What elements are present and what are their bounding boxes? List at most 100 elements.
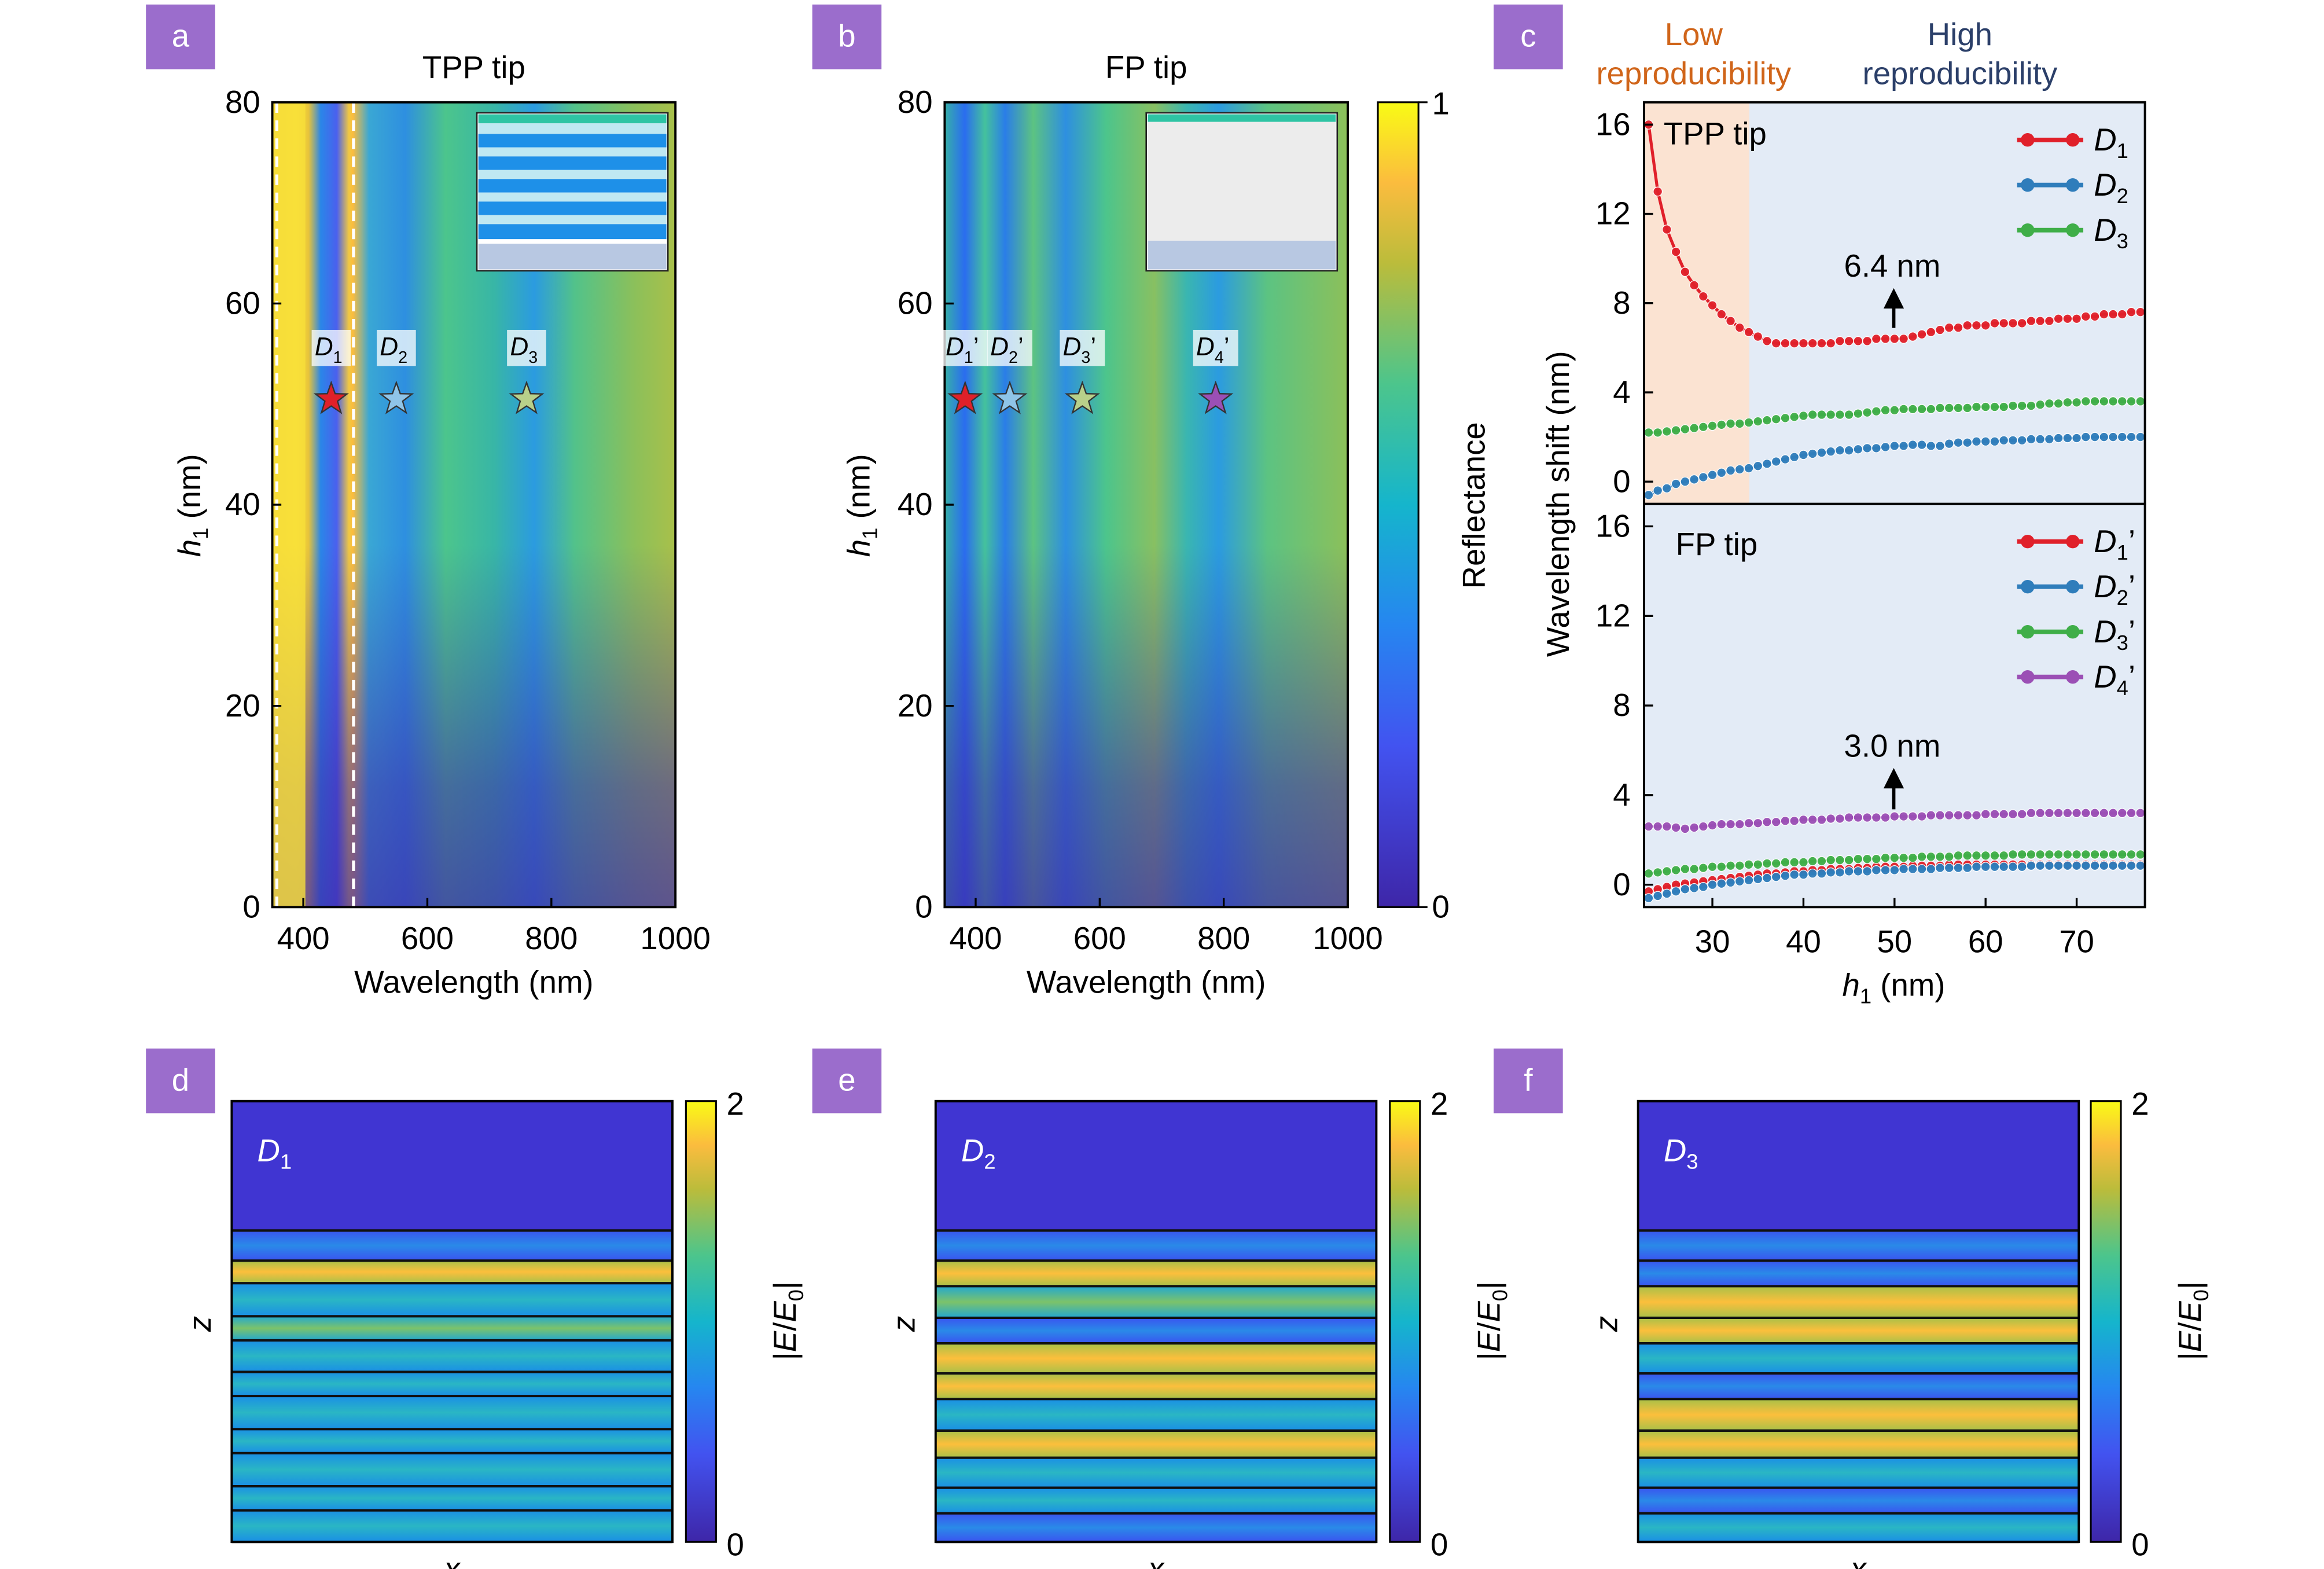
panel-c-top-point [1926,404,1936,414]
panel-c-bottom-point [1899,811,1909,822]
panel-a-axes: 400 600 800 1000 0 20 40 60 80 [225,84,711,956]
panel-f-field-band [1638,1261,2079,1287]
panel-d-field-band [231,1316,672,1340]
panel-c-top-point [2135,307,2146,317]
panel-c-top-point [1680,267,1690,277]
panel-e-field-band [935,1373,1377,1399]
panel-c-top-point [1707,300,1718,311]
panel-e-colorbar-label-part: | [1472,1281,1507,1289]
badge-a: a [146,4,215,69]
panel-e-frame [934,1100,1378,1544]
panel-c-bottom-point [1671,865,1681,875]
panel-c-top-point [1661,225,1672,234]
panel-c-top-point [1972,436,1981,447]
panel-c-bottom-point [2099,861,2109,871]
panel-c-top-point [1980,320,1991,330]
panel-d-top-region [231,1101,672,1231]
panel-c-bottom-point [1707,880,1718,890]
panel-c-bottom-point [2062,849,2073,859]
panel-b-inset-fp [1145,112,1338,272]
panel-c-top-point [2044,316,2054,326]
panel-c-top-point [1653,486,1663,496]
panel-c-top-point [2053,433,2064,443]
panel-c-top-point [1990,436,2000,447]
badge-b-text: b [838,19,855,54]
panel-c-bottom-point [1980,862,1991,872]
panel-c-top-point [1944,439,1954,449]
panel-b-marker-label-bg [942,329,988,366]
panel-c-legend-label: D1 [2094,122,2128,163]
panel-b-marker-label-main: D [1196,333,1215,361]
panel-d-colorbar-label-part: E [767,1331,803,1352]
panel-c-bottom-point [1889,811,1900,822]
panel-c-bottom-point [1726,877,1736,888]
panel-c-bottom-legend: D1’D2’D3’D4’ [2017,524,2135,700]
panel-c-top-point [1953,438,1963,448]
panel-a-ylabel-sub: 1 [189,528,212,539]
panel-c-top-point [2117,432,2127,442]
panel-c-top-point [2053,314,2064,324]
panel-b-marker-label: D4’ [1196,333,1230,367]
panel-c-bottom-point [1799,857,1808,868]
panel-c-legend-label: D2 [2094,167,2128,208]
panel-c-bottom-point [1926,851,1936,862]
panel-c-bottom-point [1917,864,1927,874]
panel-f-colorbar-label: |E/E0| [2172,1281,2213,1361]
panel-c-legend-marker [2021,223,2035,237]
panel-c-top-point [1653,427,1663,438]
panel-c-bottom-point [1999,809,2009,820]
panel-c-top-point [1780,338,1790,348]
panel-c-bottom-point [1834,855,1845,865]
panel-c-bottom-point [1853,866,1863,876]
panel-c-legend-label-prime: ’ [2128,614,2135,649]
panel-c-legend-label-sub: 3 [2117,229,2128,253]
panel-d-field-band [231,1340,672,1372]
panel-c-legend-label-main: D [2094,524,2116,559]
panel-c-legend-label-sub: 2 [2117,184,2128,208]
panel-c-bottom-point [1907,853,1918,863]
panel-b-xtick-label: 800 [1197,921,1250,956]
panel-c-top-point [1944,322,1954,333]
panel-f-field-band [1638,1286,2079,1318]
panel-c-top-point [1771,457,1781,466]
panel-c-bottom-point [2072,849,2082,859]
panel-c-bottom-point [1844,866,1854,876]
panel-c-bottom-point [1907,864,1918,874]
panel-c-bottom-point [1716,819,1727,829]
panel-c-bottom-point [2053,861,2064,871]
panel-a-marker-label: D1 [315,333,343,367]
panel-e-colorbar-max: 2 [1431,1086,1448,1122]
panel-c-top-point [1917,404,1927,414]
panel-c-top-arrow [1883,288,1904,328]
panel-f-colorbar-label-part: | [2172,1281,2208,1289]
panel-b-ytick-label: 40 [898,487,933,522]
panel-c-top-point [1880,442,1891,452]
panel-c-bottom-point [1716,862,1727,872]
panel-c-bottom-arrow [1883,768,1904,810]
panel-e-field-band [935,1261,1377,1287]
panel-e-colorbar-label-part: E [1472,1331,1507,1352]
panel-c-bottom-point [1771,872,1781,882]
panel-c-top-point [2090,311,2100,322]
panel-c-bottom-point [1953,850,1963,861]
panel-c-bottom-point [1671,886,1681,896]
panel-d-mode-sub: 1 [280,1150,292,1174]
panel-c-bottom-point [1680,824,1690,834]
panel-c-legend-label-main: D [2094,614,2116,649]
panel-f-mode-main: D [1664,1133,1686,1169]
panel-c-top-point [2090,432,2100,442]
panel-c-bottom-point [2135,849,2146,859]
panel-c-top-point [1734,464,1745,475]
panel-b-ytick-label: 20 [898,688,933,723]
panel-f-field-band [1638,1230,2079,1261]
panel-a-ylabel-unit: (nm) [172,454,207,527]
panel-c-top-point [1907,404,1918,414]
panel-c-ytick-label: 4 [1613,374,1630,410]
panel-c-legend-label-main: D [2094,659,2116,695]
panel-c-top-point [1771,338,1781,348]
panel-c-legend-label-sub: 1 [2117,139,2128,163]
panel-c-bottom-point [2099,849,2109,859]
panel-c-bottom-point [1880,865,1891,875]
panel-c-top-point [2072,397,2082,407]
